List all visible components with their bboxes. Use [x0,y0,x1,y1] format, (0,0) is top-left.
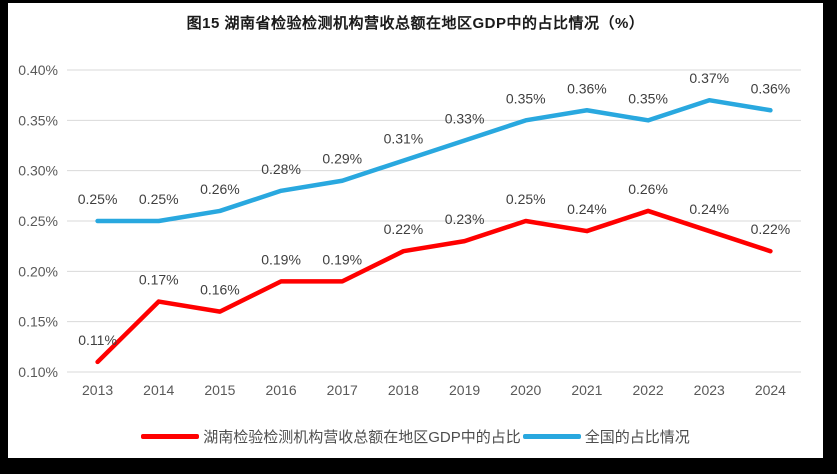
data-label: 0.26% [200,181,240,197]
data-label: 0.19% [261,251,301,267]
data-label: 0.17% [139,272,179,288]
data-label: 0.25% [506,191,546,207]
y-axis-tick-label: 0.10% [18,364,58,380]
data-label: 0.24% [567,201,607,217]
x-axis-tick-label: 2013 [82,382,113,398]
data-label: 0.22% [384,221,424,237]
legend-label-hunan: 湖南检验检测机构营收总额在地区GDP中的占比 [203,429,521,446]
data-label: 0.26% [628,181,668,197]
plot-area: 0.10% 0.15% 0.20% 0.25% 0.30% 0.35% 0.40% 2013 2… [18,62,801,398]
chart-title: 图15 湖南省检验检测机构营收总额在地区GDP中的占比情况（%） [186,15,645,32]
x-axis-tick-label: 2016 [266,382,297,398]
data-label: 0.28% [261,161,301,177]
x-axis-tick-label: 2023 [694,382,725,398]
series-line-national [95,97,773,224]
y-axis-tick-label: 0.20% [18,263,58,279]
data-label: 0.19% [322,251,362,267]
legend-line-swatch-blue [522,434,581,439]
x-axis-tick-label: 2018 [388,382,419,398]
x-axis-tick-label: 2015 [204,382,235,398]
data-label: 0.36% [751,80,791,96]
data-label: 0.23% [445,211,485,227]
y-axis-tick-label: 0.15% [18,314,58,330]
x-axis-tick-label: 2020 [510,382,541,398]
legend-label-national: 全国的占比情况 [584,429,690,446]
data-label: 0.16% [200,282,240,298]
series-line-hunan [95,208,773,365]
data-label: 0.36% [567,80,607,96]
data-label: 0.11% [78,332,117,348]
y-axis-tick-label: 0.30% [18,163,58,179]
x-axis-tick-label: 2019 [449,382,480,398]
data-label: 0.33% [445,110,485,126]
x-axis-tick-label: 2017 [327,382,358,398]
legend: 湖南检验检测机构营收总额在地区GDP中的占比 全国的占比情况 [8,426,823,447]
x-axis-tick-label: 2022 [633,382,664,398]
data-label: 0.25% [139,191,179,207]
legend-item-national: 全国的占比情况 [522,426,690,447]
data-label: 0.35% [506,90,546,106]
data-label: 0.37% [689,70,729,86]
data-label: 0.35% [628,90,668,106]
chart-canvas: 图15 湖南省检验检测机构营收总额在地区GDP中的占比情况（%） 0.10% 0.… [8,3,823,458]
data-label: 0.25% [78,191,118,207]
data-label: 0.22% [751,221,791,237]
x-axis-tick-label: 2021 [571,382,602,398]
y-axis-tick-label: 0.40% [18,62,58,78]
x-axis-tick-label: 2014 [143,382,174,398]
y-axis-tick-label: 0.25% [18,213,58,229]
data-label: 0.31% [384,131,424,147]
legend-item-hunan: 湖南检验检测机构营收总额在地区GDP中的占比 [141,426,521,447]
x-axis-tick-label: 2024 [755,382,786,398]
data-label: 0.24% [689,201,729,217]
data-label: 0.29% [322,151,362,167]
y-axis-tick-label: 0.35% [18,112,58,128]
legend-line-swatch-red [141,434,200,439]
